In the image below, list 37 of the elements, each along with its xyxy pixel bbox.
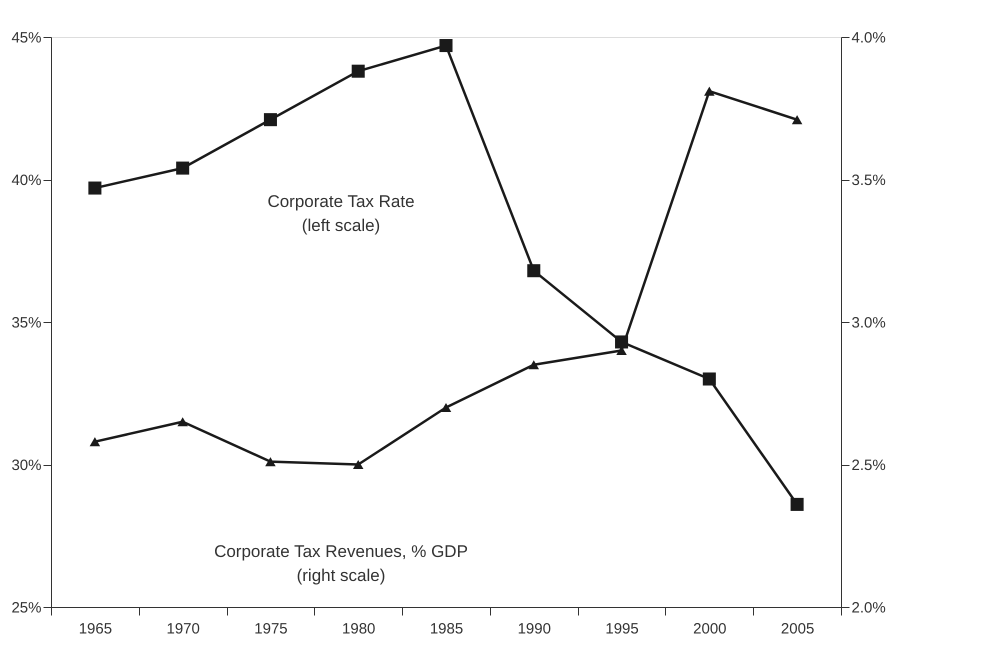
y2-tick-label: 2.5% — [852, 457, 886, 474]
y-tick-label: 30% — [11, 457, 42, 474]
point — [88, 182, 102, 195]
y-tick-label: 40% — [11, 172, 42, 189]
point — [440, 402, 452, 412]
point — [439, 39, 453, 52]
point — [792, 115, 802, 124]
x-tick-label: 2005 — [780, 620, 814, 638]
point — [265, 457, 276, 466]
point — [528, 360, 540, 370]
annotation: Corporate Tax Rate (left scale) — [267, 192, 415, 235]
y2-tick-label: 3.0% — [852, 314, 886, 332]
x-tick-label: 1985 — [430, 620, 464, 638]
point — [264, 113, 277, 126]
x-tick-label: 1995 — [605, 620, 639, 638]
point — [527, 264, 540, 278]
y-tick-label: 35% — [11, 314, 42, 332]
point — [352, 460, 364, 470]
point — [176, 162, 190, 175]
point — [704, 86, 715, 96]
x-tick-label: 2000 — [693, 620, 727, 638]
y-tick-label: 25% — [11, 600, 42, 616]
point — [177, 417, 188, 426]
x-tick-label: 1980 — [342, 620, 376, 638]
point — [352, 64, 365, 78]
point — [790, 498, 804, 511]
y2-tick-label: 3.5% — [852, 172, 886, 189]
x-tick-label: 1970 — [166, 620, 200, 638]
y2-tick-label: 2.0% — [852, 600, 886, 616]
y2-tick-label: 4.0% — [852, 30, 886, 46]
annotation: Corporate Tax Revenues, % GDP (right scale) — [214, 542, 468, 585]
x-tick-label: 1990 — [518, 620, 551, 638]
x-tick-label: 1975 — [254, 620, 288, 638]
point — [90, 437, 100, 446]
x-tick-label: 1965 — [78, 620, 112, 638]
point — [702, 372, 716, 386]
y-tick-label: 45% — [11, 30, 42, 46]
